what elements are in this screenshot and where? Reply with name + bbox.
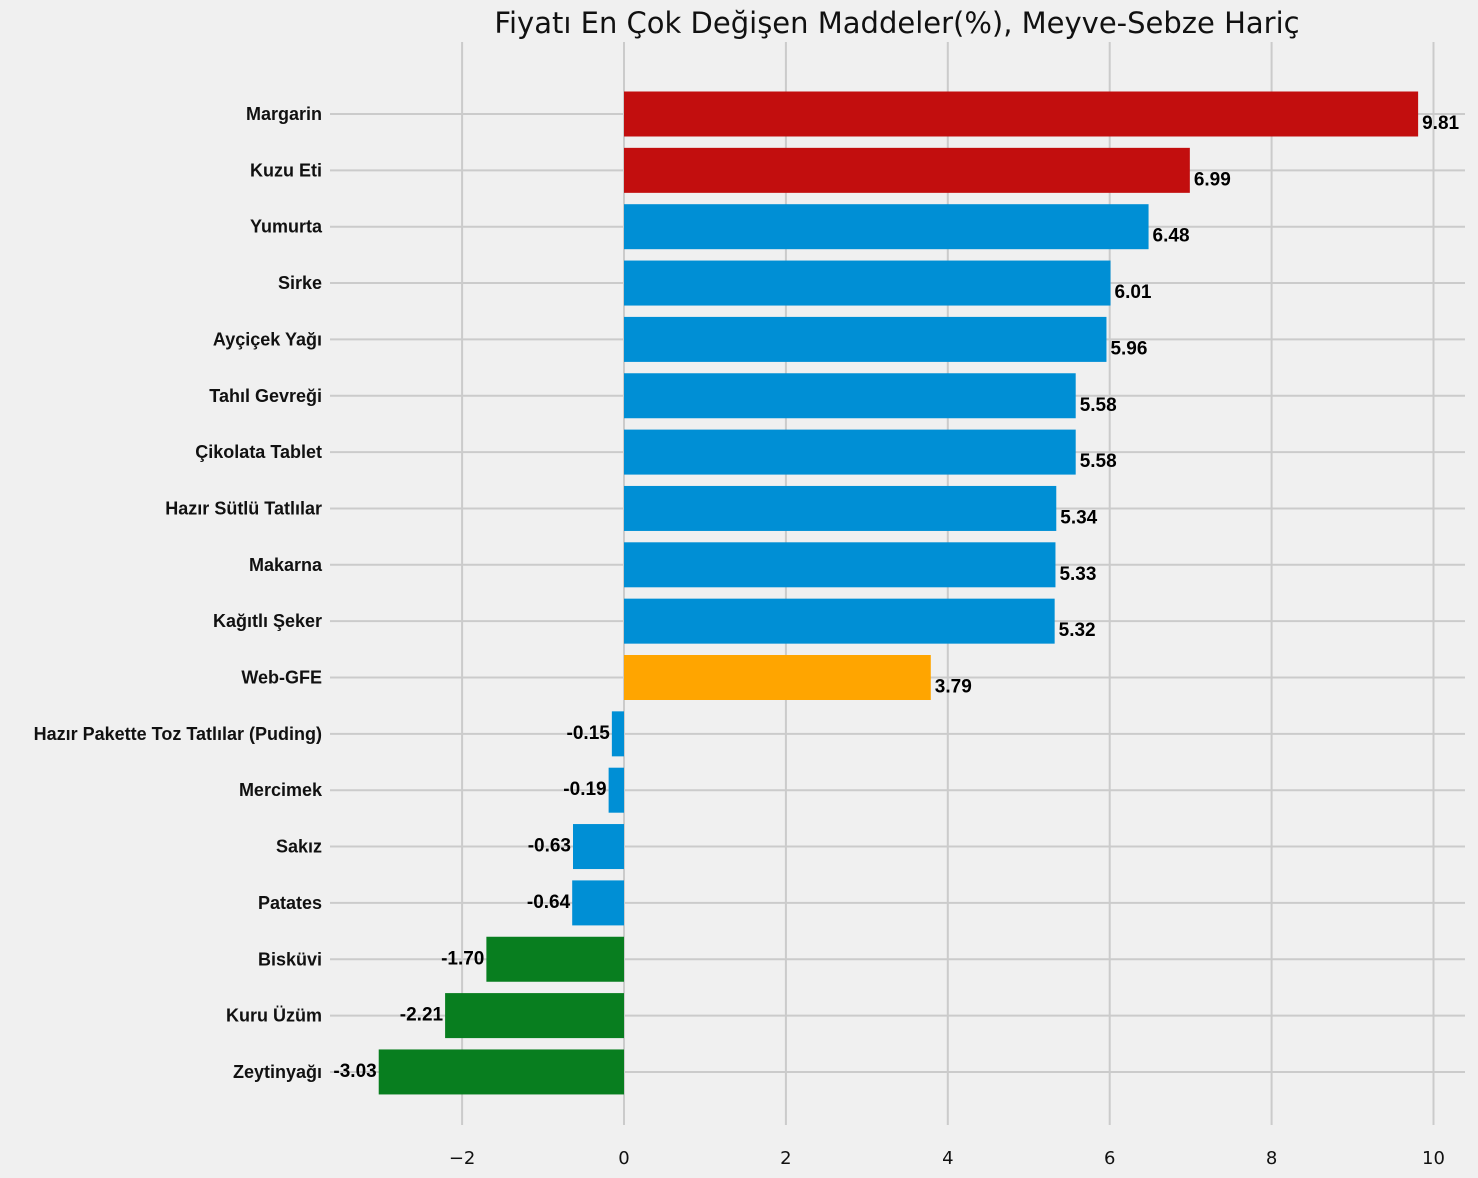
category-label: Patates: [258, 893, 322, 913]
value-label: 6.99: [1194, 169, 1231, 190]
bar: [486, 936, 624, 982]
category-label: Bisküvi: [258, 949, 322, 969]
category-label: Tahıl Gevreği: [209, 386, 322, 406]
category-label: Yumurta: [250, 217, 323, 237]
bar: [573, 824, 624, 870]
x-tick-labels: −2 0 2 4 6 8 10: [449, 1148, 1445, 1169]
category-label: Mercimek: [239, 780, 323, 800]
x-tick-label: 8: [1266, 1148, 1277, 1169]
category-label: Çikolata Tablet: [195, 442, 322, 462]
category-label: Web-GFE: [241, 668, 322, 688]
bar: [624, 260, 1111, 306]
category-label: Kuru Üzüm: [226, 1006, 322, 1026]
value-labels: 9.81 6.99 6.48 6.01 5.96 5.58 5.58 5.34 5.33 5.32…: [333, 113, 1459, 1082]
bar: [624, 91, 1419, 137]
category-label: Kuzu Eti: [250, 160, 322, 180]
value-label: -2.21: [400, 1005, 444, 1026]
value-label: -0.64: [527, 892, 571, 913]
category-label: Ayçiçek Yağı: [213, 329, 322, 349]
x-tick-label: 2: [780, 1148, 791, 1169]
value-label: 5.33: [1059, 564, 1096, 585]
bar: [624, 429, 1076, 475]
x-tick-label: 10: [1422, 1148, 1445, 1169]
value-label: -0.63: [528, 836, 571, 857]
category-label: Hazır Pakette Toz Tatlılar (Puding): [34, 724, 322, 744]
value-label: 3.79: [935, 677, 972, 698]
bar: [624, 147, 1190, 193]
value-label: 5.34: [1060, 507, 1097, 528]
bar: [378, 1049, 624, 1095]
x-tick-label: 4: [942, 1148, 953, 1169]
category-labels: Margarin Kuzu Eti Yumurta Sirke Ayçiçek Yağı…: [34, 104, 323, 1082]
value-label: -0.19: [563, 779, 606, 800]
category-label: Margarin: [246, 104, 322, 124]
value-label: 9.81: [1422, 113, 1459, 134]
category-label: Hazır Sütlü Tatlılar: [165, 498, 322, 518]
bar: [624, 204, 1149, 250]
value-label: -1.70: [441, 948, 484, 969]
x-tick-label: 0: [618, 1148, 629, 1169]
x-tick-label: −2: [449, 1148, 476, 1169]
value-label: 6.48: [1153, 226, 1190, 247]
value-label: 5.58: [1080, 451, 1117, 472]
category-label: Zeytinyağı: [233, 1062, 322, 1082]
bar: [624, 542, 1056, 588]
value-label: 6.01: [1115, 282, 1152, 303]
category-label: Sakız: [276, 837, 322, 857]
bar: [611, 711, 624, 757]
value-label: 5.96: [1110, 338, 1147, 359]
bar: [624, 373, 1076, 419]
bars: [378, 91, 1419, 1095]
bar: [624, 316, 1107, 362]
bar: [572, 880, 624, 926]
bar: [624, 485, 1057, 531]
value-label: -3.03: [333, 1061, 376, 1082]
bar: [445, 993, 624, 1039]
value-label: 5.32: [1059, 620, 1096, 641]
category-label: Makarna: [249, 555, 323, 575]
category-label: Sirke: [278, 273, 322, 293]
horizontal-gridlines: [330, 113, 1465, 1073]
bar: [608, 767, 624, 813]
chart-title: Fiyatı En Çok Değişen Maddeler(%), Meyve…: [494, 6, 1299, 40]
bar: [624, 598, 1055, 644]
bar: [624, 655, 931, 700]
value-label: -0.15: [567, 723, 611, 744]
category-label: Kağıtlı Şeker: [213, 611, 322, 631]
x-tick-label: 6: [1104, 1148, 1115, 1169]
value-label: 5.58: [1080, 395, 1117, 416]
